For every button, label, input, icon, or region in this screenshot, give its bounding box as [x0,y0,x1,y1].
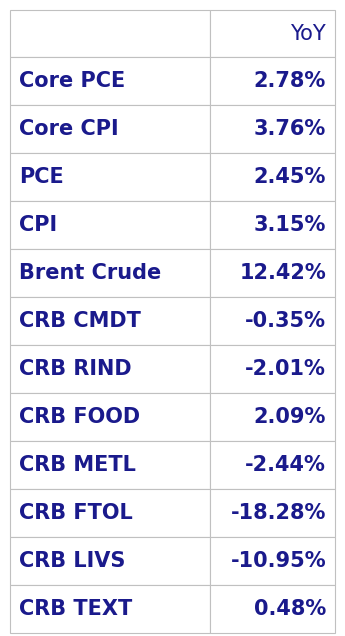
Bar [10,537,210,585]
Text: 2.45%: 2.45% [254,167,326,188]
Bar [210,297,335,345]
Bar [210,489,335,537]
Text: -0.35%: -0.35% [245,311,326,331]
Bar [10,106,210,153]
Bar [210,153,335,202]
Bar [10,249,210,297]
Text: 2.78%: 2.78% [254,71,326,92]
Bar [210,441,335,489]
Bar [210,106,335,153]
Text: CRB METL: CRB METL [19,455,136,475]
Bar [210,249,335,297]
Text: 2.09%: 2.09% [254,407,326,427]
Text: -2.01%: -2.01% [245,359,326,379]
Bar [210,537,335,585]
Bar [10,10,210,57]
Text: 0.48%: 0.48% [254,599,326,619]
Text: Core CPI: Core CPI [19,120,119,139]
Text: Core PCE: Core PCE [19,71,125,92]
Text: -2.44%: -2.44% [245,455,326,475]
Text: CRB LIVS: CRB LIVS [19,551,125,571]
Bar [210,57,335,106]
Text: CRB RIND: CRB RIND [19,359,131,379]
Bar [10,393,210,441]
Text: CRB FTOL: CRB FTOL [19,503,133,523]
Bar [210,10,335,57]
Text: -18.28%: -18.28% [231,503,326,523]
Text: -10.95%: -10.95% [230,551,326,571]
Text: YoY: YoY [290,24,326,43]
Bar [10,345,210,393]
Text: CRB TEXT: CRB TEXT [19,599,132,619]
Bar [210,202,335,249]
Text: CRB CMDT: CRB CMDT [19,311,141,331]
Text: 3.76%: 3.76% [254,120,326,139]
Text: 12.42%: 12.42% [239,263,326,283]
Text: Brent Crude: Brent Crude [19,263,161,283]
Bar [10,202,210,249]
Text: 3.15%: 3.15% [254,216,326,235]
Text: CPI: CPI [19,216,57,235]
Bar [10,153,210,202]
Bar [10,57,210,106]
Text: CRB FOOD: CRB FOOD [19,407,140,427]
Bar [10,441,210,489]
Bar [210,345,335,393]
Bar [10,585,210,633]
Bar [10,489,210,537]
Text: PCE: PCE [19,167,64,188]
Bar [210,585,335,633]
Bar [210,393,335,441]
Bar [10,297,210,345]
